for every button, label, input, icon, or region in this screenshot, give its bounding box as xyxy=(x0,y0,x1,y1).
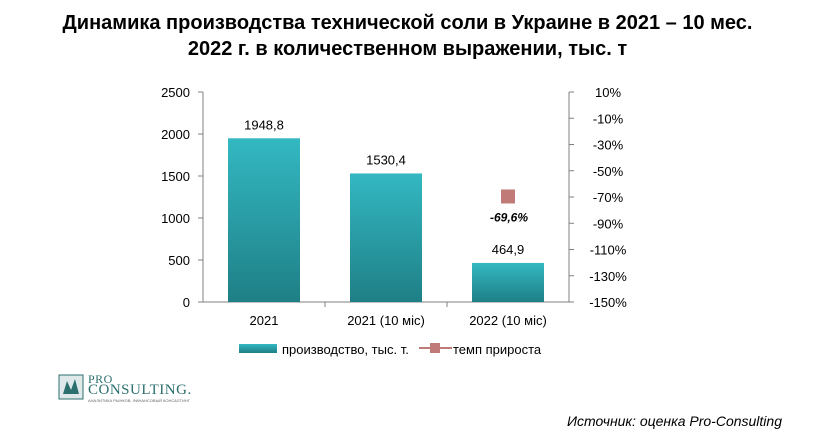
left-tick-label: 2000 xyxy=(161,127,190,142)
logo-line-1: PRO xyxy=(88,372,113,386)
right-tick-label: -50% xyxy=(593,164,624,179)
right-tick-label: -70% xyxy=(593,190,624,205)
right-tick-label: 10% xyxy=(595,85,621,100)
pro-consulting-logo: PRO CONSULTING. АНАЛИТИКА РЫНКОВ, ФИНАНС… xyxy=(58,372,208,404)
chart-title: Динамика производства технической соли в… xyxy=(0,10,815,62)
growth-rate-marker xyxy=(501,189,515,204)
right-tick-label: -110% xyxy=(590,243,627,258)
logo-tagline: АНАЛИТИКА РЫНКОВ, ФИНАНСОВЫЙ КОНСАЛТИНГ xyxy=(88,398,190,403)
left-tick-label: 500 xyxy=(168,253,190,268)
growth-rate-label: -69,6% xyxy=(490,210,528,224)
chart-title-line-2: 2022 г. в количественном выражении, тыс.… xyxy=(187,38,628,60)
left-tick-label: 2500 xyxy=(161,85,190,100)
left-tick-label: 0 xyxy=(183,295,190,310)
legend-marker-swatch xyxy=(430,343,440,353)
logo-line-2: CONSULTING. xyxy=(88,382,192,398)
right-tick-label: -130% xyxy=(589,269,627,284)
bar-data-label: 1948,8 xyxy=(244,117,284,132)
bar-data-label: 1530,4 xyxy=(366,152,406,167)
left-tick-label: 1500 xyxy=(161,169,190,184)
legend-bar-label: производство, тыс. т. xyxy=(282,342,409,357)
bar-2021 xyxy=(228,138,300,302)
left-tick-label: 1000 xyxy=(161,211,190,226)
right-tick-label: -90% xyxy=(593,216,624,231)
bar-data-label: 464,9 xyxy=(492,242,525,257)
logo-emblem-icon xyxy=(58,374,84,400)
right-tick-label: -150% xyxy=(589,295,627,310)
bar-2022-10-міс- xyxy=(472,262,544,302)
x-tick-label: 2021 xyxy=(250,313,279,328)
x-tick-label: 2022 (10 міс) xyxy=(469,313,547,328)
x-tick-label: 2021 (10 міс) xyxy=(347,313,425,328)
chart-title-line-1: Динамика производства технической соли в… xyxy=(62,12,753,34)
right-tick-label: -10% xyxy=(593,111,624,126)
legend-bar-swatch xyxy=(239,344,277,353)
source-note: Источник: оценка Pro-Consulting xyxy=(567,413,782,429)
legend-marker-label: темп прироста xyxy=(453,342,542,357)
right-tick-label: -30% xyxy=(593,138,624,153)
bar-2021-10-міс- xyxy=(350,173,422,302)
logo-wordmark: PRO CONSULTING. xyxy=(88,372,192,398)
